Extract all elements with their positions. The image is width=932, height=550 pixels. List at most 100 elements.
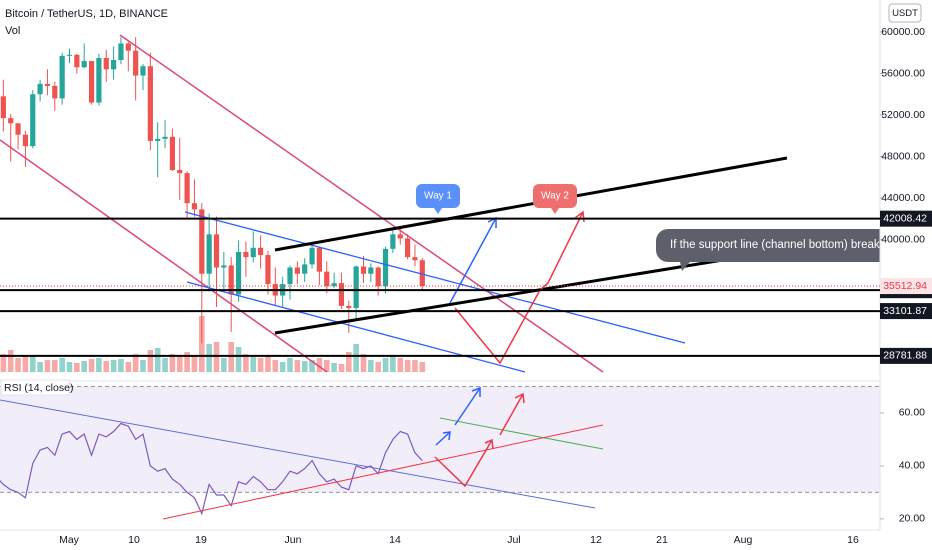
volume-bar [390,356,396,372]
volume-bar [15,358,21,372]
volume-bar [338,364,345,372]
price-tag [880,303,932,320]
candle-body [140,66,146,76]
date-label: Jun [285,534,302,546]
price-tag-label: 28781.88 [883,350,927,362]
candle-body [52,85,58,99]
date-label: Jul [507,534,520,546]
volume-bar [88,359,95,372]
candle-body [0,96,6,119]
rsi-band [0,386,880,493]
volume-bar [191,356,198,372]
volume-bar [323,360,330,372]
volume-bar [147,350,154,372]
volume-label: Vol [5,25,20,37]
candle-body [8,118,14,124]
volume-bar [81,361,87,372]
candle-body [346,305,352,308]
price-tick-label: 60000.00 [881,26,925,38]
currency-box[interactable] [888,3,922,23]
volume-bar [228,342,234,372]
volume-bar [110,360,117,372]
candle-body [22,134,28,147]
candle-body [162,136,168,139]
volume-bar [331,363,337,372]
candle-body [419,260,425,287]
trend-line [119,34,604,373]
arrow [435,431,451,446]
volume-bar [375,362,381,372]
candle-body [59,55,65,99]
rsi-trend-line [439,417,604,450]
price-tag-label: 33101.87 [883,305,927,317]
arrow-head [471,386,481,397]
rsi-tick-label: 20.00 [899,513,925,525]
trend-line [0,139,328,373]
date-label: 19 [195,534,207,546]
candle-body [382,248,389,287]
volume-bar [404,360,411,372]
candle-body [111,60,117,70]
annotations: Way 1 Way 2 If the support line (channel… [416,184,889,271]
candle-body [221,265,227,268]
volume-bar [140,360,146,372]
candle-body [331,283,337,287]
currency[interactable]: USDT [892,8,918,19]
candle-body [206,234,212,274]
candle-body [309,247,315,265]
date-label: 16 [847,534,859,546]
volume-bar [368,360,374,372]
candle-body [338,283,345,306]
candle-body [250,247,256,258]
callout-text: If the support line (channel bottom) bre… [670,239,889,251]
rsi-label: RSI (14, close) [4,382,73,394]
arrow [454,387,481,426]
price-tag [880,347,932,364]
volume-bar [0,354,7,372]
volume-bar [118,359,124,372]
last-price-tag [880,278,932,295]
volume-bar [132,354,139,372]
last-price-label: 35512.94 [883,280,927,292]
candle-body [147,66,153,141]
candle-body [368,267,374,274]
candle-body [294,267,300,274]
date-label: 14 [389,534,401,546]
price-tick-label: 40000.00 [881,233,925,245]
candle-body [258,247,264,256]
candle-body [118,43,124,61]
volume-bar [250,357,257,372]
candle-body [66,54,73,56]
volume-bar [162,358,168,372]
way2-bubble [533,184,577,214]
volume-bar [176,357,183,372]
price-tag [880,210,932,227]
candle-body [316,247,322,272]
volume-bar [294,360,301,372]
volume-bar [96,358,102,372]
volume-bar [353,344,359,372]
arrow [449,217,497,304]
volume-bar [346,352,352,372]
trend-line [186,281,526,373]
candle-body [390,234,396,249]
volume-bar [412,360,418,372]
volume-bar [37,362,43,372]
date-label: Aug [734,534,753,546]
candle-body [74,54,80,68]
date-label: May [59,534,80,546]
price-tick-label: 52000.00 [881,109,925,121]
date-label: 12 [590,534,602,546]
volume-bar [66,362,73,372]
volume-bar [52,360,58,372]
candle-body [177,169,183,174]
volume-bar [103,361,110,372]
volume-bar [59,358,65,372]
candle-body [397,234,403,239]
volume-bar [235,347,242,372]
trend-line [274,156,788,252]
candle-body [15,123,21,135]
rsi-trend-line [0,399,596,509]
candle-body [213,234,220,268]
volume-bar [257,358,264,372]
